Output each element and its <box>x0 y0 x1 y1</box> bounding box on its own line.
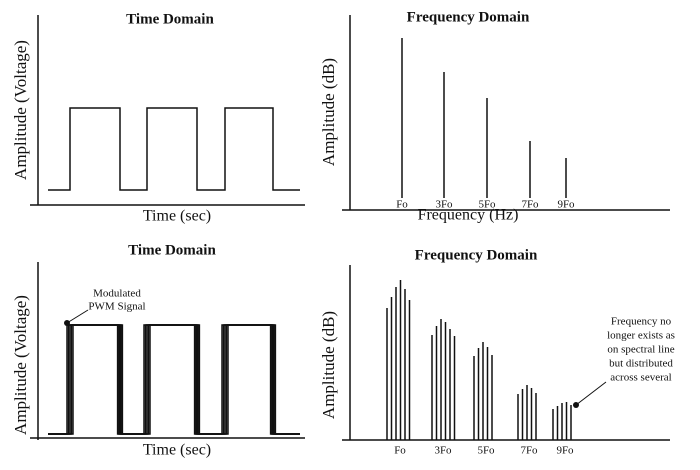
axes <box>30 262 305 440</box>
tick-label: 7Fo <box>520 445 538 457</box>
annotation: Modulated <box>93 288 141 300</box>
tick-label: Fo <box>394 445 406 457</box>
tick-label: 3Fo <box>434 445 452 457</box>
pwm-trace <box>48 324 300 435</box>
square-wave <box>48 107 300 191</box>
axes <box>30 15 305 206</box>
title: Time Domain <box>128 242 216 258</box>
pwm-trace <box>48 324 300 435</box>
title: Time Domain <box>126 11 214 27</box>
annotation: PWM Signal <box>88 301 145 313</box>
spectral-lines <box>401 38 567 198</box>
annotation: but distributed <box>609 358 673 370</box>
tick-label: 9Fo <box>557 199 575 211</box>
tick-label: 7Fo <box>521 199 539 211</box>
title: Frequency Domain <box>415 247 538 263</box>
annotation-line <box>66 309 89 324</box>
axes <box>342 15 670 211</box>
pwm-trace <box>48 324 300 435</box>
y-label: Amplitude (Voltage) <box>11 295 30 435</box>
x-label: Time (sec) <box>143 442 211 459</box>
tick-label: 3Fo <box>435 199 453 211</box>
tick-label: 5Fo <box>478 199 496 211</box>
title: Frequency Domain <box>407 9 530 25</box>
annotation-line <box>575 381 607 406</box>
x-label: Frequency (Hz) <box>418 207 519 224</box>
tick-label: Fo <box>396 199 408 211</box>
annotation: Frequency no <box>611 316 672 328</box>
y-label: Amplitude (Voltage) <box>11 40 30 180</box>
pwm-trace <box>48 324 300 435</box>
y-label: Amplitude (dB) <box>319 311 338 419</box>
x-label: Time (sec) <box>143 208 211 225</box>
annotation: across several <box>610 372 671 384</box>
tick-label: 5Fo <box>477 445 495 457</box>
pwm-wave <box>48 324 300 435</box>
y-label: Amplitude (dB) <box>319 58 338 166</box>
pwm-trace <box>48 324 300 435</box>
spread-spectrum <box>386 280 572 440</box>
tick-label: 9Fo <box>556 445 574 457</box>
annotation: longer exists as <box>607 330 675 342</box>
annotation: on spectral line <box>607 344 674 356</box>
